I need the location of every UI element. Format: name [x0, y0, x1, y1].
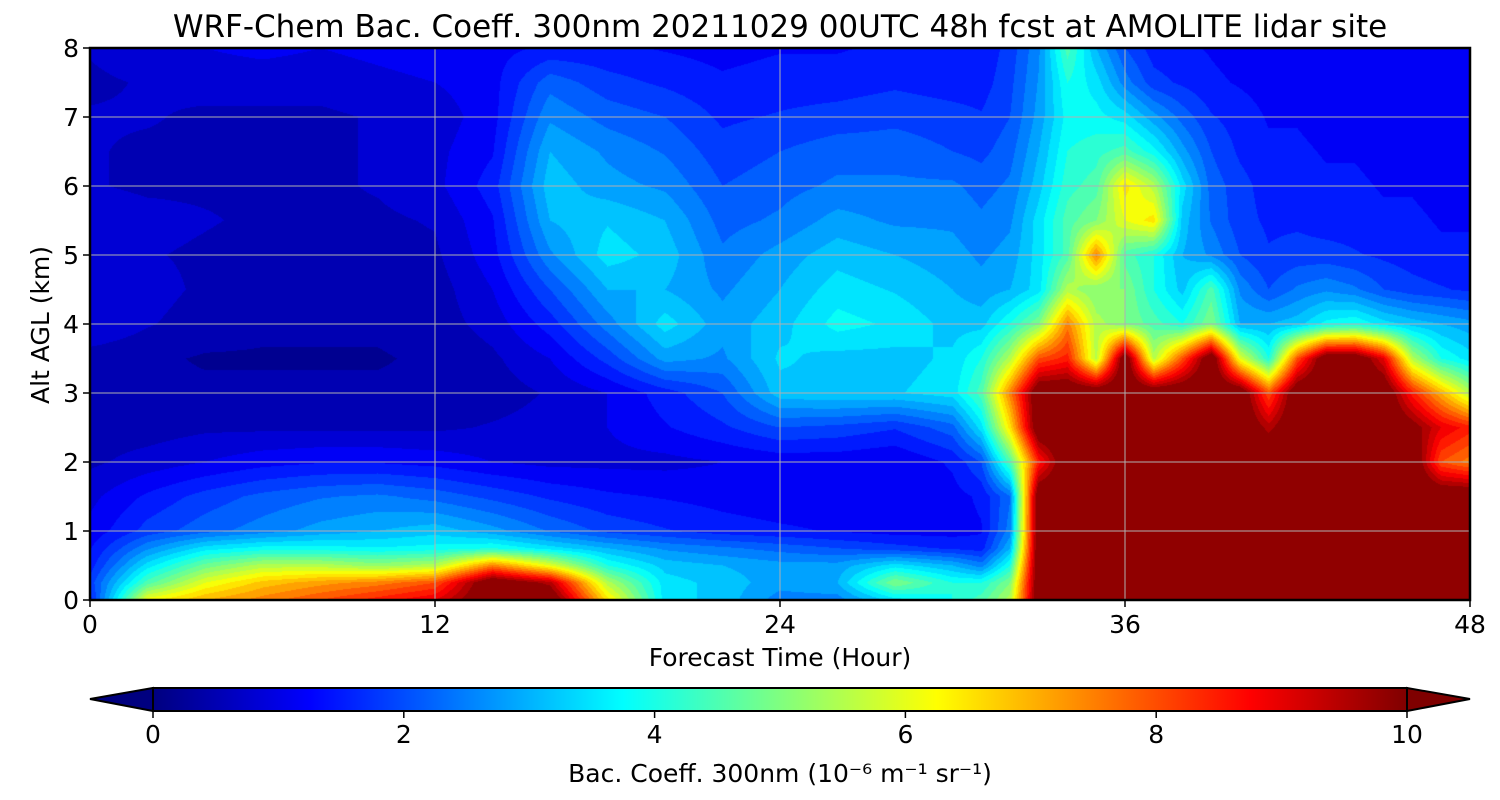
y-axis: 0 1 2 3 4 5 6 7 8	[63, 34, 90, 615]
chart-title: WRF-Chem Bac. Coeff. 300nm 20211029 00UT…	[173, 9, 1387, 45]
y-tick-label: 5	[63, 241, 79, 270]
colorbar-tick-label: 8	[1148, 720, 1164, 749]
colorbar-extend-low	[89, 686, 154, 713]
y-tick-label: 4	[63, 310, 79, 339]
x-tick-label: 24	[764, 610, 796, 639]
y-tick-label: 8	[63, 34, 79, 63]
colorbar-tick-label: 0	[145, 720, 161, 749]
y-tick-label: 0	[63, 586, 79, 615]
colorbar-tick-label: 2	[396, 720, 412, 749]
x-tick-label: 36	[1109, 610, 1141, 639]
colorbar-tick-label: 6	[897, 720, 913, 749]
x-axis: 0 12 24 36 48	[82, 600, 1486, 639]
x-axis-label: Forecast Time (Hour)	[649, 643, 912, 672]
y-tick-label: 7	[63, 103, 79, 132]
y-axis-label: Alt AGL (km)	[26, 246, 55, 404]
colorbar-gradient	[153, 688, 1407, 711]
y-tick-label: 1	[63, 517, 79, 546]
x-tick-label: 12	[419, 610, 451, 639]
y-tick-label: 3	[63, 379, 79, 408]
x-tick-label: 0	[82, 610, 98, 639]
colorbar-tick-label: 10	[1391, 720, 1423, 749]
colorbar-label: Bac. Coeff. 300nm (10⁻⁶ m⁻¹ sr⁻¹)	[568, 759, 992, 788]
colorbar-extend-high	[1406, 686, 1471, 713]
colorbar-tick-label: 4	[647, 720, 663, 749]
y-tick-label: 6	[63, 172, 79, 201]
colorbar: 0 2 4 6 8 10	[89, 686, 1471, 749]
x-tick-label: 48	[1454, 610, 1486, 639]
y-tick-label: 2	[63, 448, 79, 477]
